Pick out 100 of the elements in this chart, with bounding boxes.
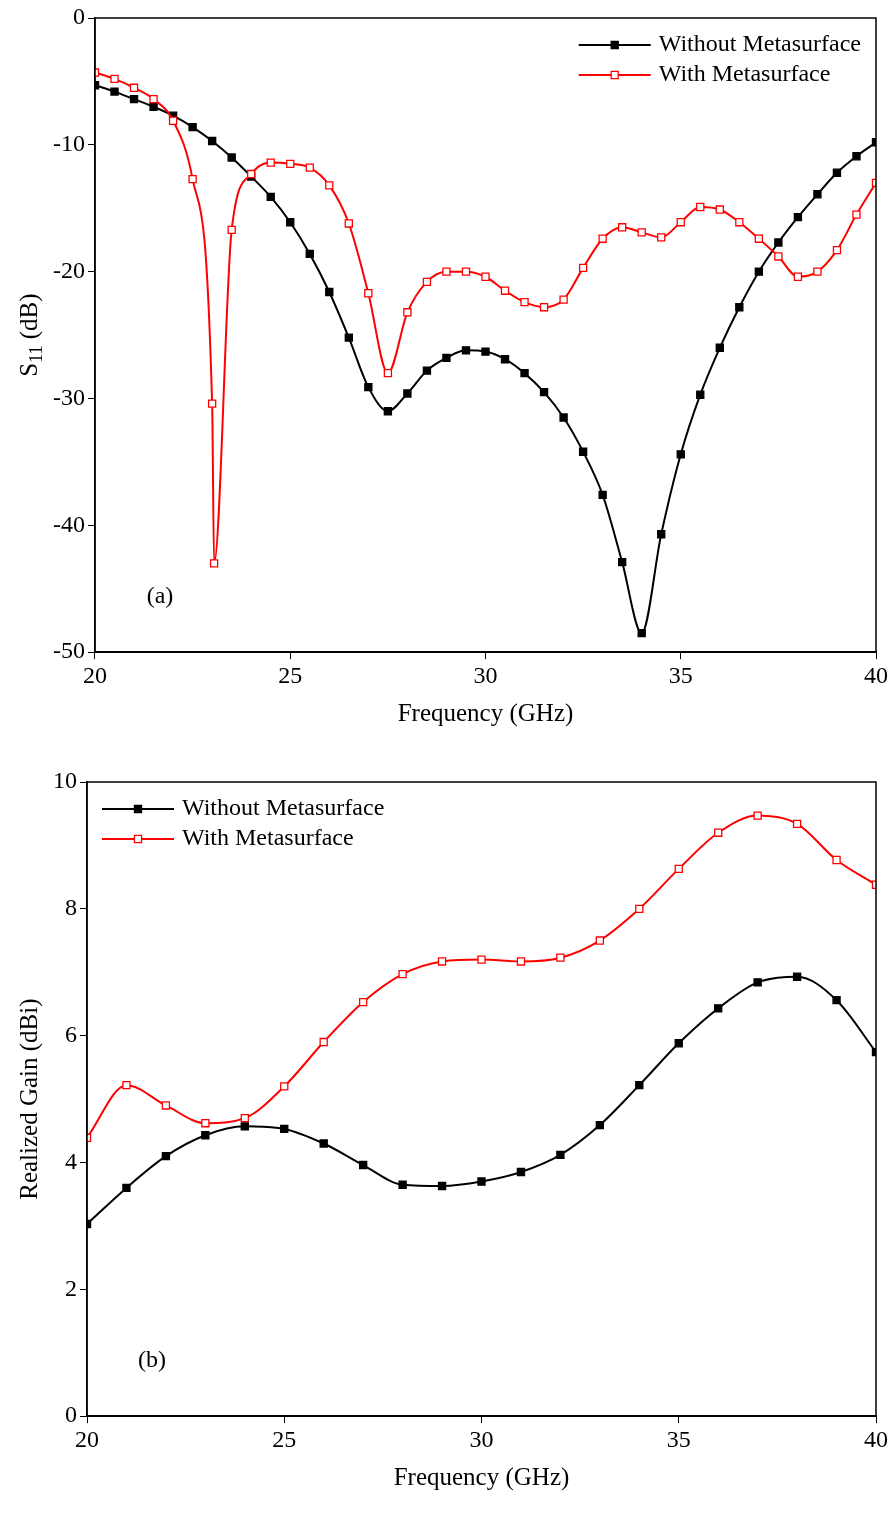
point — [403, 389, 412, 398]
point — [578, 263, 588, 273]
x-tick-label: 25 — [278, 661, 303, 688]
y-tick-label: 0 — [72, 3, 85, 30]
y-tick-label: 6 — [65, 1020, 77, 1047]
point — [852, 210, 861, 219]
x-axis-title: Frequency (GHz) — [393, 1462, 570, 1491]
point — [754, 234, 764, 243]
point — [832, 995, 841, 1005]
point — [696, 390, 705, 399]
y-tick-label: 4 — [65, 1147, 77, 1174]
point — [754, 267, 764, 276]
x-tick-label: 25 — [272, 1425, 297, 1452]
point — [437, 957, 447, 966]
point — [674, 864, 683, 874]
x-tick-label: 35 — [668, 661, 693, 688]
point — [617, 223, 627, 232]
point — [201, 1119, 210, 1128]
point — [516, 1167, 526, 1177]
point — [437, 1181, 447, 1191]
point — [325, 181, 334, 190]
point — [793, 272, 803, 281]
point — [280, 1082, 289, 1091]
point — [598, 490, 607, 500]
legend-label: Without Metasurface — [182, 794, 385, 821]
point — [774, 252, 783, 261]
point — [753, 811, 762, 820]
point — [635, 904, 644, 914]
point — [383, 368, 393, 378]
x-tick-label: 40 — [864, 661, 888, 688]
annotation: (a) — [146, 582, 174, 609]
point — [735, 218, 744, 227]
y-tick-label: 10 — [53, 767, 77, 794]
x-tick-label: 30 — [469, 1425, 494, 1452]
point — [403, 308, 412, 317]
point — [442, 267, 451, 276]
legend-label: With Metasurface — [182, 824, 354, 851]
point — [696, 202, 705, 212]
point — [319, 1037, 328, 1047]
point — [595, 936, 605, 945]
point — [358, 997, 368, 1007]
point — [813, 267, 822, 276]
x-tick-label: 20 — [82, 661, 107, 688]
y-tick-label: 0 — [65, 1401, 77, 1428]
point — [792, 819, 802, 829]
point — [422, 366, 432, 375]
point — [344, 219, 354, 228]
y-tick-label: -50 — [52, 637, 85, 664]
x-tick-label: 20 — [75, 1425, 99, 1452]
point — [520, 368, 529, 378]
point — [398, 1180, 407, 1189]
point — [477, 955, 486, 964]
point — [852, 152, 861, 161]
point — [207, 136, 217, 146]
point — [617, 557, 627, 567]
point — [676, 218, 685, 227]
x-tick-label: 30 — [473, 661, 498, 688]
point — [595, 1120, 605, 1130]
point — [305, 249, 314, 259]
point — [520, 297, 529, 307]
point — [168, 116, 178, 125]
point — [813, 190, 822, 199]
point — [188, 122, 197, 132]
point — [753, 978, 762, 987]
x-tick-label: 35 — [666, 1425, 691, 1452]
point — [481, 347, 490, 356]
point — [559, 413, 568, 422]
point — [280, 1124, 289, 1134]
point — [201, 1131, 210, 1140]
point — [398, 969, 407, 979]
point — [715, 343, 724, 352]
point — [161, 1151, 171, 1161]
point — [461, 267, 471, 276]
point — [240, 1122, 249, 1131]
y-tick-label: 2 — [65, 1274, 77, 1301]
annotation: (b) — [138, 1346, 166, 1373]
point — [122, 1080, 131, 1090]
point — [209, 559, 219, 568]
point — [637, 628, 646, 638]
point — [832, 168, 842, 177]
point — [793, 212, 803, 222]
x-axis-title: Frequency (GHz) — [397, 698, 574, 727]
point — [559, 295, 568, 304]
point — [674, 1039, 683, 1048]
y-axis-title: Realized Gain (dBi) — [14, 998, 43, 1200]
point — [227, 153, 236, 162]
point — [207, 399, 217, 408]
point — [129, 94, 139, 104]
legend-label: Without Metasurface — [658, 30, 862, 57]
point — [832, 855, 841, 865]
point — [240, 1113, 249, 1123]
point — [286, 218, 295, 227]
point — [305, 163, 314, 172]
point — [358, 1160, 368, 1170]
point — [110, 87, 119, 96]
point — [578, 447, 588, 456]
point — [383, 407, 393, 416]
point — [319, 1139, 328, 1148]
point — [676, 450, 685, 459]
point — [477, 1177, 486, 1186]
